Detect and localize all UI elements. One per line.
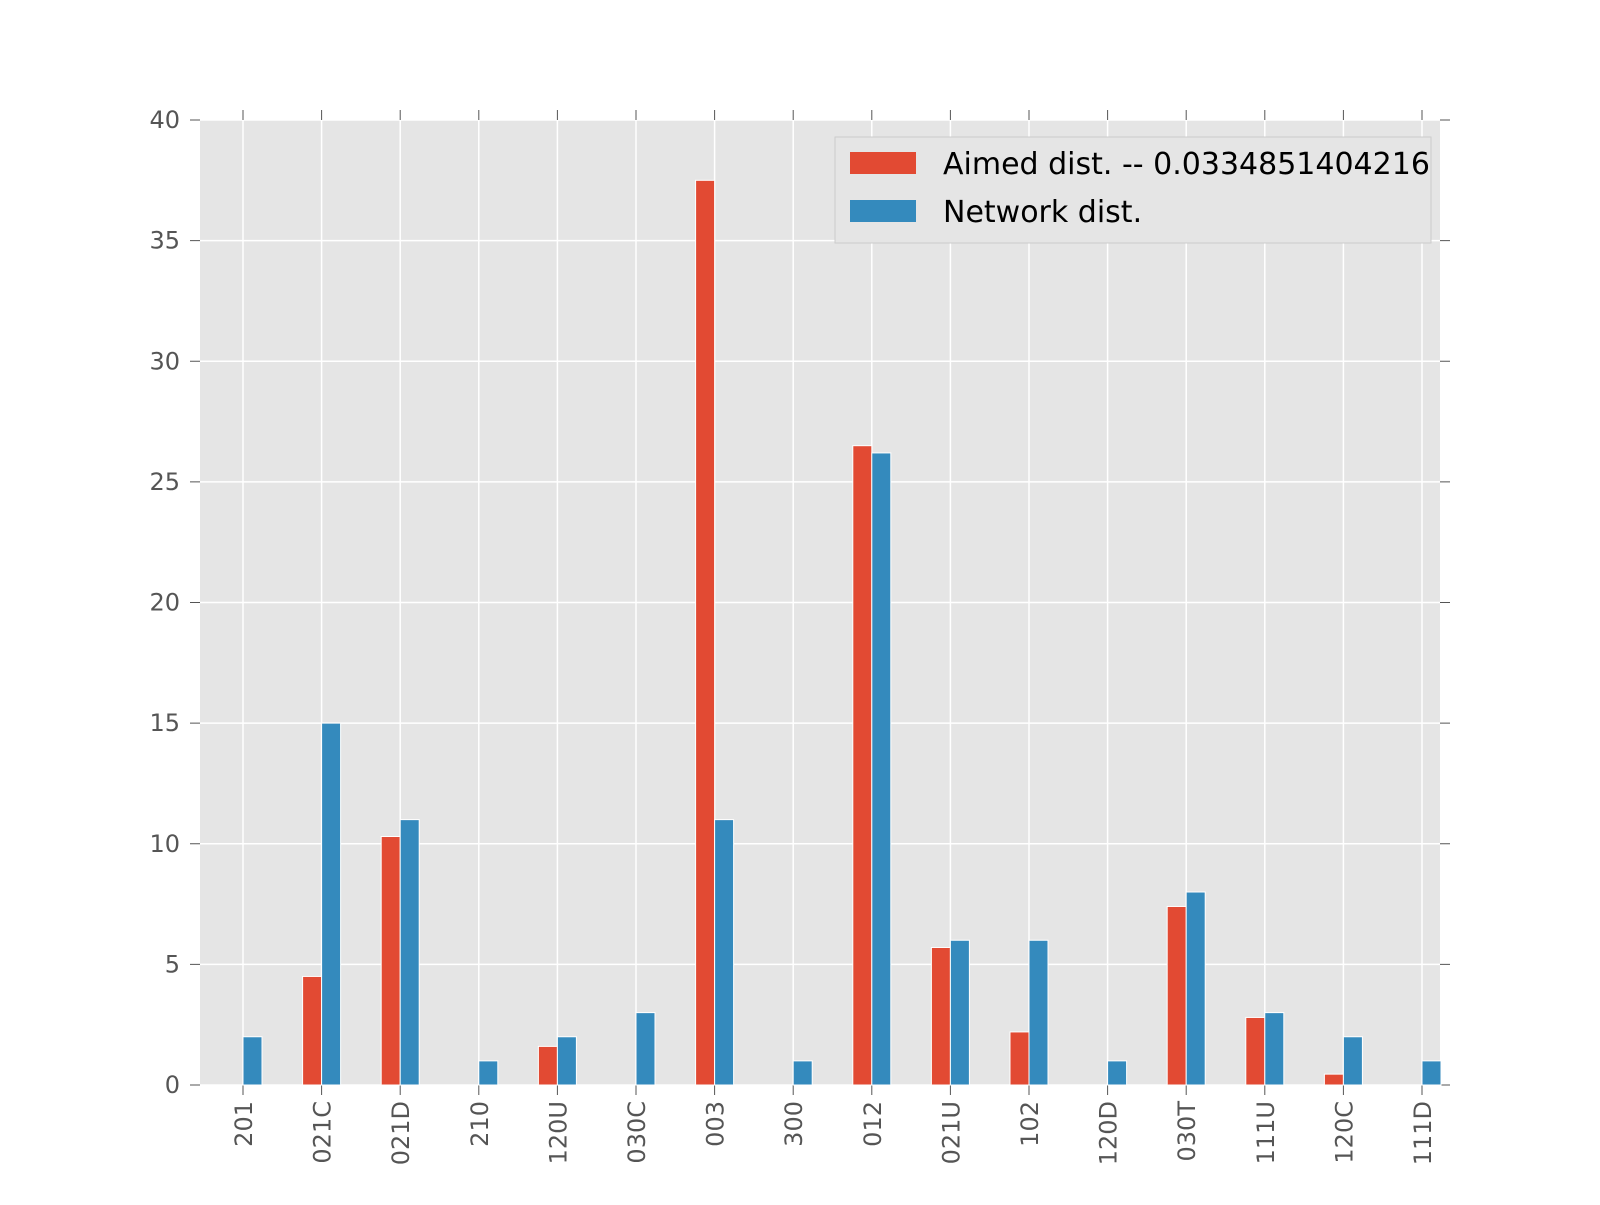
y-tick-label: 25 <box>149 468 180 496</box>
x-tick-label: 021C <box>309 1101 337 1164</box>
bar-aimed-021U <box>930 946 951 1086</box>
x-tick-label: 102 <box>1016 1101 1044 1147</box>
x-tick-label: 030T <box>1173 1101 1201 1162</box>
bar-network-201 <box>242 1036 263 1086</box>
y-tick-label: 40 <box>149 106 180 134</box>
legend-label-aimed: Aimed dist. -- 0.0334851404216 <box>943 147 1430 182</box>
x-tick-label: 120C <box>1330 1101 1358 1164</box>
bar-network-030C <box>635 1012 656 1086</box>
bar-network-003 <box>714 819 735 1086</box>
x-tick-label: 021U <box>937 1101 965 1164</box>
bar-network-300 <box>792 1060 813 1086</box>
bar-aimed-102 <box>1009 1031 1030 1086</box>
bar-network-111U <box>1264 1012 1285 1086</box>
bar-aimed-012 <box>852 445 873 1086</box>
bar-aimed-021C <box>302 975 323 1086</box>
legend: Aimed dist. -- 0.0334851404216 Network d… <box>834 136 1432 244</box>
y-tick-label: 30 <box>149 347 180 375</box>
bar-network-021C <box>321 722 342 1086</box>
x-tick-label: 120D <box>1095 1101 1123 1165</box>
bar-network-120C <box>1342 1036 1363 1086</box>
bar-aimed-111U <box>1245 1016 1266 1086</box>
y-tick-label: 10 <box>149 830 180 858</box>
bars <box>242 179 1442 1086</box>
legend-swatch-network <box>850 200 916 222</box>
bar-aimed-120C <box>1323 1073 1344 1086</box>
bar-aimed-021D <box>380 836 401 1086</box>
x-tick-label: 201 <box>230 1101 258 1147</box>
x-tick-label: 210 <box>466 1101 494 1147</box>
bar-network-210 <box>478 1060 499 1086</box>
bar-network-120U <box>556 1036 577 1086</box>
y-tick-label: 35 <box>149 227 180 255</box>
legend-label-network: Network dist. <box>943 195 1142 230</box>
bar-network-012 <box>871 452 892 1086</box>
y-tick-label: 5 <box>165 950 180 978</box>
y-tick-label: 15 <box>149 709 180 737</box>
bar-aimed-003 <box>695 179 716 1086</box>
legend-box <box>834 136 1432 244</box>
y-axis-ticks: 0 5 10 15 20 25 30 35 40 <box>149 106 1450 1099</box>
bar-network-102 <box>1028 939 1049 1086</box>
bar-aimed-120U <box>537 1045 558 1086</box>
bar-network-021D <box>399 819 420 1086</box>
y-tick-label: 20 <box>149 589 180 617</box>
x-tick-label: 111D <box>1409 1101 1437 1165</box>
y-tick-label: 0 <box>165 1071 180 1099</box>
x-tick-label: 030C <box>623 1101 651 1164</box>
x-tick-label: 003 <box>702 1101 730 1147</box>
x-tick-label: 300 <box>780 1101 808 1147</box>
bar-network-111D <box>1421 1060 1442 1086</box>
legend-swatch-aimed <box>850 152 916 174</box>
x-tick-label: 021D <box>387 1101 415 1165</box>
x-tick-label: 111U <box>1252 1101 1280 1164</box>
bar-network-021U <box>949 939 970 1086</box>
x-tick-label: 120U <box>544 1101 572 1164</box>
bar-network-120D <box>1107 1060 1128 1086</box>
x-axis-ticks: 201 021C 021D 210 120U 030C 003 300 012 021U 102 12… <box>230 110 1437 1165</box>
bar-network-030T <box>1185 891 1206 1086</box>
bar-aimed-030T <box>1166 905 1187 1086</box>
x-tick-label: 012 <box>859 1101 887 1147</box>
